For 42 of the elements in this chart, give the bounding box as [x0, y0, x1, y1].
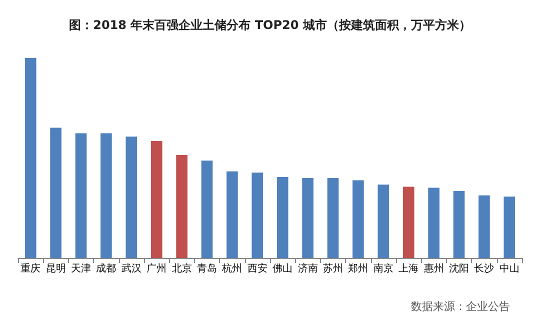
- x-tick-label: 苏州: [323, 262, 343, 274]
- bar: [478, 195, 490, 258]
- x-tick-label: 济南: [298, 262, 318, 274]
- bar: [378, 184, 390, 258]
- bar: [504, 196, 516, 258]
- bar: [428, 188, 440, 258]
- x-tick-label: 成都: [96, 262, 116, 274]
- bar: [176, 155, 188, 258]
- x-tick-label: 佛山: [272, 262, 293, 274]
- x-tick-label: 沈阳: [449, 262, 469, 274]
- bar: [150, 141, 162, 258]
- source-note: 数据来源：企业公告: [411, 300, 510, 313]
- bar: [126, 136, 138, 258]
- x-tick-label: 武汉: [121, 262, 142, 274]
- chart-title: 图：2018 年末百强企业土储分布 TOP20 城市（按建筑面积，万平方米）: [69, 18, 471, 32]
- bar: [453, 191, 465, 258]
- x-tick-label: 郑州: [348, 262, 368, 274]
- bar: [100, 133, 112, 258]
- bar: [50, 128, 62, 258]
- x-tick-label: 惠州: [422, 262, 444, 274]
- x-tick-label: 长沙: [474, 262, 494, 274]
- x-tick-label: 杭州: [221, 262, 242, 274]
- x-tick-label: 天津: [71, 262, 91, 274]
- bar: [24, 58, 36, 258]
- x-tick-label: 重庆: [20, 262, 41, 274]
- bar: [327, 178, 339, 258]
- x-tick-label: 昆明: [46, 264, 66, 274]
- x-tick-label: 中山: [499, 262, 520, 274]
- bar: [302, 178, 314, 258]
- x-tick-label: 西安: [247, 262, 268, 274]
- bar: [226, 171, 238, 258]
- bar: [352, 180, 364, 258]
- x-tick-label: 上海: [398, 262, 419, 274]
- bar: [201, 160, 213, 258]
- x-tick-label: 南京: [373, 262, 394, 274]
- x-tick-label: 北京: [172, 262, 192, 274]
- x-tick-label: 广州: [146, 262, 167, 274]
- bar: [75, 133, 87, 258]
- bar: [276, 177, 288, 258]
- bar: [252, 172, 264, 258]
- bar: [402, 186, 414, 258]
- x-tick-label: 青岛: [197, 262, 217, 274]
